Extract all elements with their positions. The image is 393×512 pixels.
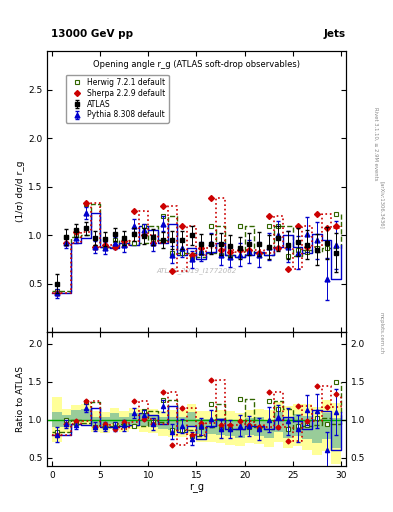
Text: 13000 GeV pp: 13000 GeV pp	[51, 29, 133, 39]
Sherpa 2.2.9 default	[132, 208, 136, 214]
Sherpa 2.2.9 default	[295, 223, 300, 229]
Sherpa 2.2.9 default	[218, 247, 223, 253]
Herwig 7.2.1 default	[141, 223, 146, 229]
Herwig 7.2.1 default	[218, 251, 223, 258]
Text: ATLAS_2019_I1772062: ATLAS_2019_I1772062	[156, 267, 237, 274]
Sherpa 2.2.9 default	[170, 268, 175, 274]
Herwig 7.2.1 default	[305, 249, 310, 255]
Sherpa 2.2.9 default	[199, 245, 204, 251]
Sherpa 2.2.9 default	[286, 266, 290, 272]
Sherpa 2.2.9 default	[64, 240, 69, 246]
Herwig 7.2.1 default	[266, 223, 271, 229]
Legend: Herwig 7.2.1 default, Sherpa 2.2.9 default, ATLAS, Pythia 8.308 default: Herwig 7.2.1 default, Sherpa 2.2.9 defau…	[66, 75, 169, 122]
Herwig 7.2.1 default	[324, 245, 329, 251]
Herwig 7.2.1 default	[93, 244, 98, 250]
Sherpa 2.2.9 default	[209, 196, 213, 202]
Y-axis label: (1/σ) dσ/d r_g: (1/σ) dσ/d r_g	[16, 161, 25, 222]
Sherpa 2.2.9 default	[257, 250, 261, 256]
Herwig 7.2.1 default	[257, 251, 261, 258]
Sherpa 2.2.9 default	[324, 225, 329, 231]
Sherpa 2.2.9 default	[122, 238, 127, 244]
Sherpa 2.2.9 default	[305, 244, 310, 250]
Text: Opening angle r_g (ATLAS soft-drop observables): Opening angle r_g (ATLAS soft-drop obser…	[93, 59, 300, 69]
Herwig 7.2.1 default	[74, 232, 79, 238]
Herwig 7.2.1 default	[55, 288, 59, 294]
Text: Rivet 3.1.10, ≥ 2.9M events: Rivet 3.1.10, ≥ 2.9M events	[373, 106, 378, 180]
Text: Jets: Jets	[324, 29, 346, 39]
Herwig 7.2.1 default	[334, 211, 338, 217]
Sherpa 2.2.9 default	[266, 213, 271, 219]
Herwig 7.2.1 default	[83, 201, 88, 207]
Herwig 7.2.1 default	[209, 223, 213, 229]
Line: Sherpa 2.2.9 default: Sherpa 2.2.9 default	[55, 197, 338, 295]
Herwig 7.2.1 default	[160, 213, 165, 219]
Sherpa 2.2.9 default	[55, 290, 59, 296]
X-axis label: r_g: r_g	[189, 482, 204, 493]
Text: mcplots.cern.ch: mcplots.cern.ch	[379, 312, 384, 354]
Sherpa 2.2.9 default	[83, 200, 88, 206]
Herwig 7.2.1 default	[180, 250, 184, 256]
Text: [arXiv:1306.3436]: [arXiv:1306.3436]	[379, 181, 384, 229]
Sherpa 2.2.9 default	[180, 223, 184, 229]
Herwig 7.2.1 default	[189, 253, 194, 260]
Herwig 7.2.1 default	[295, 247, 300, 253]
Line: Herwig 7.2.1 default: Herwig 7.2.1 default	[54, 202, 339, 294]
Herwig 7.2.1 default	[199, 250, 204, 256]
Herwig 7.2.1 default	[247, 250, 252, 256]
Sherpa 2.2.9 default	[189, 251, 194, 258]
Herwig 7.2.1 default	[122, 242, 127, 248]
Herwig 7.2.1 default	[151, 237, 156, 243]
Sherpa 2.2.9 default	[237, 247, 242, 253]
Herwig 7.2.1 default	[276, 223, 281, 229]
Sherpa 2.2.9 default	[141, 232, 146, 238]
Sherpa 2.2.9 default	[103, 242, 107, 248]
Sherpa 2.2.9 default	[314, 211, 319, 217]
Herwig 7.2.1 default	[314, 245, 319, 251]
Sherpa 2.2.9 default	[93, 244, 98, 250]
Herwig 7.2.1 default	[228, 253, 233, 260]
Herwig 7.2.1 default	[286, 252, 290, 259]
Sherpa 2.2.9 default	[151, 240, 156, 246]
Sherpa 2.2.9 default	[112, 244, 117, 250]
Herwig 7.2.1 default	[132, 240, 136, 246]
Herwig 7.2.1 default	[112, 237, 117, 243]
Sherpa 2.2.9 default	[228, 249, 233, 255]
Herwig 7.2.1 default	[170, 250, 175, 256]
Y-axis label: Ratio to ATLAS: Ratio to ATLAS	[16, 366, 25, 432]
Herwig 7.2.1 default	[237, 223, 242, 229]
Sherpa 2.2.9 default	[247, 247, 252, 253]
Sherpa 2.2.9 default	[334, 223, 338, 229]
Sherpa 2.2.9 default	[74, 229, 79, 236]
Herwig 7.2.1 default	[64, 234, 69, 240]
Sherpa 2.2.9 default	[160, 203, 165, 209]
Herwig 7.2.1 default	[103, 244, 107, 250]
Sherpa 2.2.9 default	[276, 245, 281, 251]
